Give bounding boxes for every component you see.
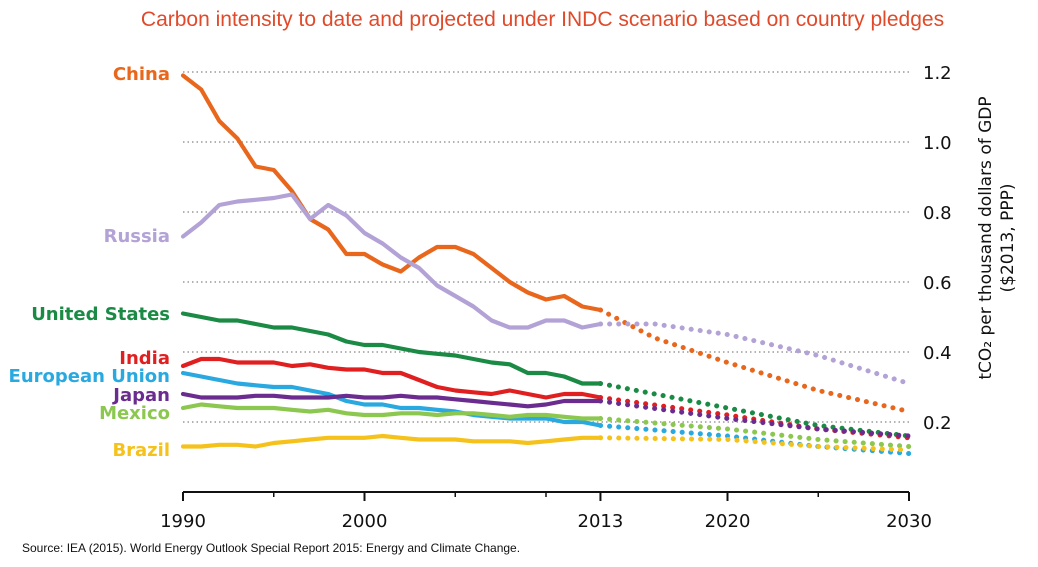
series-line-japan xyxy=(180,391,603,409)
y-tick-label: 0.8 xyxy=(923,203,952,224)
y-axis-label-line1: tCO₂ per thousand dollars of GDP xyxy=(976,96,996,379)
series-line-russia xyxy=(180,192,603,330)
y-axis-label-line2: ($2013, PPP) xyxy=(998,184,1018,293)
x-tick-label: 2000 xyxy=(342,511,388,532)
series-line-china xyxy=(180,73,603,313)
country-label-mexico: Mexico xyxy=(99,403,170,424)
country-label-japan: Japan xyxy=(111,385,170,406)
series-projection-brazil xyxy=(598,435,912,453)
series-projection-russia xyxy=(598,321,912,386)
source-note: Source: IEA (2015). World Energy Outlook… xyxy=(22,541,521,555)
series-projection-japan xyxy=(598,398,912,439)
country-label-china: China xyxy=(113,64,170,85)
x-tick-label: 1990 xyxy=(160,511,206,532)
y-tick-label: 0.2 xyxy=(923,413,952,434)
x-axis: 1990 2000 2013 2020 2030 xyxy=(160,491,932,532)
series-line-european-union xyxy=(180,370,603,428)
series-layer xyxy=(180,73,912,456)
series-projection-china xyxy=(598,307,912,414)
series-line-brazil xyxy=(180,433,603,449)
x-tick-label: 2013 xyxy=(578,511,624,532)
series-line-india xyxy=(180,356,603,400)
y-tick-label: 0.4 xyxy=(923,343,952,364)
country-label-russia: Russia xyxy=(104,226,170,247)
series-line-mexico xyxy=(180,402,603,421)
y-tick-label: 1.0 xyxy=(923,133,952,154)
y-axis: 0.2 0.4 0.6 0.8 1.0 1.2 xyxy=(923,63,952,434)
chart-title: Carbon intensity to date and projected u… xyxy=(140,8,945,31)
grid-layer xyxy=(183,71,909,423)
series-projection-united-states xyxy=(598,381,912,439)
country-label-united-states: United States xyxy=(31,304,170,325)
series-projection-mexico xyxy=(598,416,912,449)
y-tick-label: 0.6 xyxy=(923,273,952,294)
country-label-india: India xyxy=(119,348,170,369)
x-tick-label: 2030 xyxy=(886,511,932,532)
y-tick-label: 1.2 xyxy=(923,63,952,84)
x-tick-label: 2020 xyxy=(705,511,751,532)
country-label-brazil: Brazil xyxy=(112,440,170,461)
series-line-united-states xyxy=(180,311,603,386)
country-label-european-union: European Union xyxy=(9,366,170,387)
